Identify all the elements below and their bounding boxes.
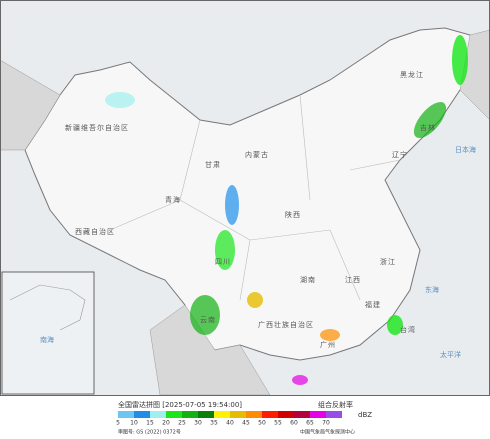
city-label: 广州: [320, 340, 336, 349]
region-label: 台湾: [400, 325, 416, 334]
legend-swatch: [310, 411, 326, 418]
sea-label: 太平洋: [440, 350, 461, 359]
legend-unit: dBZ: [358, 411, 372, 419]
region-label: 广西壮族自治区: [258, 320, 314, 329]
sea-label: 日本海: [455, 145, 476, 154]
legend-tick-label: 45: [242, 420, 250, 427]
legend-tick-label: 10: [130, 420, 138, 427]
region-label: 福建: [365, 300, 381, 309]
legend-tick-label: 15: [146, 420, 154, 427]
legend-tick-label: 40: [226, 420, 234, 427]
legend-tick-label: 65: [306, 420, 314, 427]
inset-coast: [9, 284, 86, 331]
legend-swatch: [166, 411, 182, 418]
region-label: 黑龙江: [400, 70, 424, 79]
legend-swatch: [198, 411, 214, 418]
china-outline: [24, 27, 476, 361]
legend-swatch: [118, 411, 134, 418]
province-borders: [109, 94, 401, 301]
region-label: 吉林: [420, 123, 436, 132]
approval-note: 审图号: GS (2022) 0372号: [118, 429, 181, 436]
legend-swatch: [182, 411, 198, 418]
region-label: 甘肃: [205, 160, 221, 169]
legend-swatch: [246, 411, 262, 418]
legend-tick-label: 60: [290, 420, 298, 427]
legend-tick-label: 70: [322, 420, 330, 427]
legend-swatch: [262, 411, 278, 418]
region-label: 江西: [345, 276, 361, 284]
legend-swatch: [326, 411, 342, 418]
legend-tick-label: 55: [274, 420, 282, 427]
region-label: 湖南: [300, 275, 316, 284]
region-label: 辽宁: [392, 150, 408, 159]
legend-tick-label: 20: [162, 420, 170, 427]
legend-tick-label: 50: [258, 420, 266, 427]
region-label: 西藏自治区: [75, 227, 115, 236]
region-label: 陕西: [285, 210, 301, 219]
legend-scale: 5 10 15 20 25 30 35 40 45 50 55 60 65 70: [116, 411, 342, 427]
south-china-sea-inset: [1, 271, 95, 395]
legend-swatch: [134, 411, 150, 418]
legend-swatch: [214, 411, 230, 418]
sea-label: 南海: [40, 335, 54, 344]
region-label: 四川: [215, 258, 231, 266]
region-label: 浙江: [380, 257, 396, 266]
legend-product: 组合反射率: [318, 400, 353, 409]
legend-tick-label: 30: [194, 420, 202, 427]
legend-title: 全国雷达拼图 [2025-07-05 19:54:00]: [118, 400, 242, 409]
radar-echoes: [105, 35, 468, 385]
region-label: 云南: [200, 315, 216, 324]
legend-swatch: [294, 411, 310, 418]
labels: 新疆维吾尔自治区 西藏自治区 青海 内蒙古 黑龙江 吉林 辽宁 甘肃 陕西 四川…: [40, 70, 476, 359]
region-label: 内蒙古: [245, 150, 269, 159]
legend-tick-label: 25: [178, 420, 186, 427]
legend-tick-label: 35: [210, 420, 218, 427]
region-label: 青海: [165, 195, 181, 204]
legend-swatch: [230, 411, 246, 418]
sea-label: 东海: [425, 285, 439, 294]
source: 中国气象局气象探测中心: [300, 429, 355, 436]
legend-swatch: [150, 411, 166, 418]
legend-tick-label: 5: [116, 420, 120, 427]
legend-swatch: [278, 411, 294, 418]
region-label: 新疆维吾尔自治区: [65, 123, 129, 132]
